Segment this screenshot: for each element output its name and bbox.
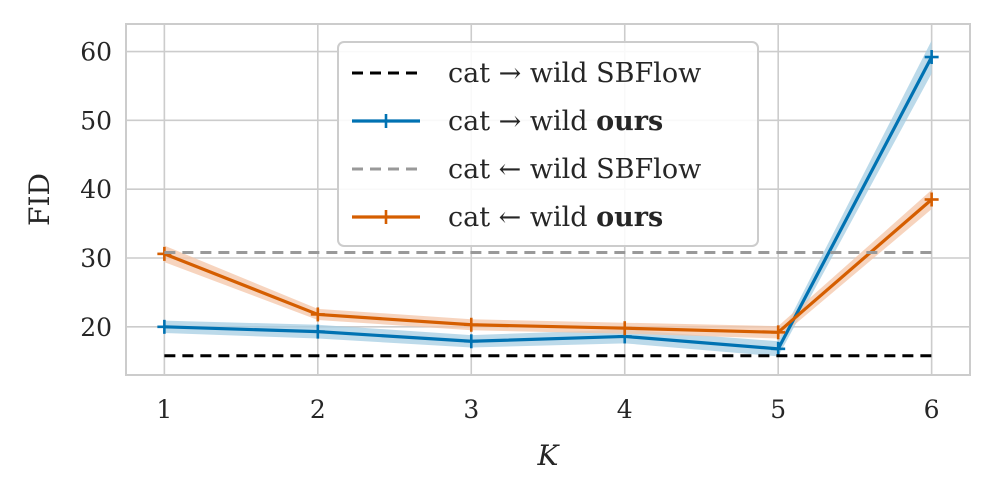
legend-label-suffix: SBFlow	[596, 154, 701, 185]
data-point	[771, 325, 786, 340]
series-line	[164, 56, 934, 351]
legend-item-3: cat ← wild ours	[352, 202, 663, 233]
x-tick-label: 3	[463, 395, 479, 424]
legend-item-2: cat ← wild SBFlow	[352, 154, 701, 185]
x-tick-labels: 1 2 3 4 5 6	[156, 395, 939, 424]
data-point	[771, 341, 786, 356]
x-tick-label: 5	[770, 395, 786, 424]
x-tick-label: 4	[617, 395, 633, 424]
series-lines	[157, 50, 939, 358]
legend-label: cat → wild ours	[448, 106, 663, 137]
legend-label-prefix: cat ← wild	[448, 202, 596, 233]
x-tick-label: 6	[924, 395, 940, 424]
data-point	[464, 317, 479, 332]
legend-label-suffix: ours	[596, 106, 663, 137]
x-axis-label: K	[537, 439, 561, 472]
legend-label: cat ← wild ours	[448, 202, 663, 233]
x-tick-label: 2	[310, 395, 326, 424]
confidence-bands	[164, 40, 932, 357]
legend-label-prefix: cat → wild	[448, 106, 596, 137]
y-tick-label: 20	[80, 313, 112, 342]
data-point	[617, 321, 632, 336]
x-tick-label: 1	[156, 395, 172, 424]
legend-label: cat ← wild SBFlow	[448, 154, 701, 185]
y-tick-label: 50	[80, 106, 112, 135]
legend-label-prefix: cat ← wild	[448, 154, 596, 185]
confidence-band-1	[164, 40, 932, 357]
legend-label-suffix: SBFlow	[596, 58, 701, 89]
legend-label: cat → wild SBFlow	[448, 58, 701, 89]
legend-item-1: cat → wild ours	[352, 106, 663, 137]
data-point	[157, 319, 172, 334]
data-point	[310, 324, 325, 339]
y-tick-label: 60	[80, 38, 112, 67]
legend-label-suffix: ours	[596, 202, 663, 233]
data-point	[924, 50, 939, 65]
data-point	[464, 334, 479, 349]
plot-frame	[125, 23, 971, 376]
series-line	[163, 198, 933, 334]
y-tick-label: 30	[80, 244, 112, 273]
data-point	[310, 307, 325, 322]
y-tick-labels: 20 30 40 50 60	[80, 38, 112, 342]
data-point	[924, 192, 939, 207]
y-axis-label: FID	[23, 173, 56, 226]
legend-box	[337, 41, 759, 247]
series-1	[157, 50, 939, 356]
legend-label-prefix: cat → wild	[448, 58, 596, 89]
legend-item-0: cat → wild SBFlow	[352, 58, 701, 89]
y-tick-label: 40	[80, 175, 112, 204]
